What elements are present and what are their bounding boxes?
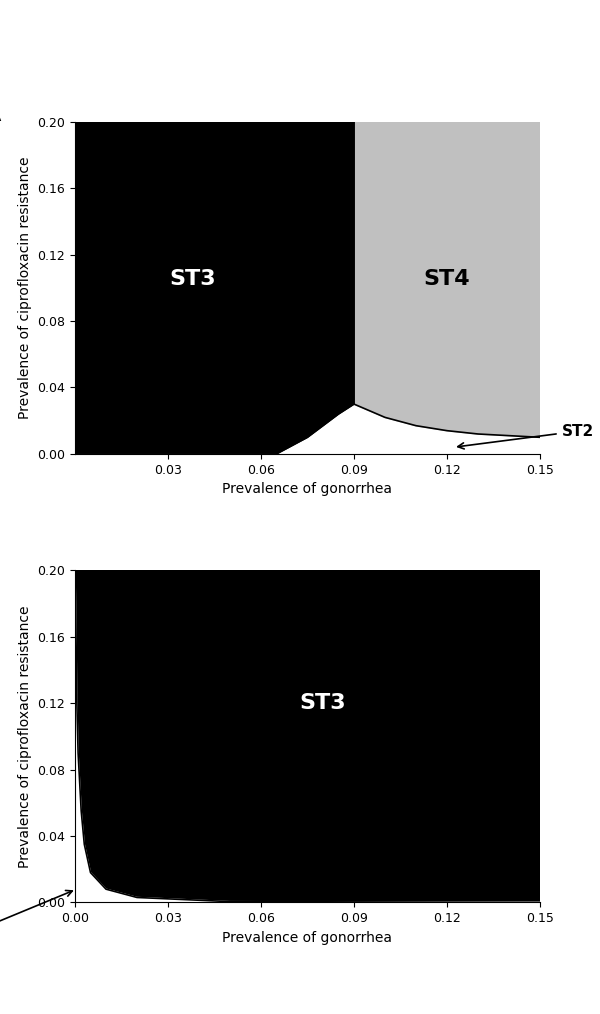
Text: ST3: ST3	[299, 694, 346, 713]
Y-axis label: Prevalence of ciprofloxacin resistance: Prevalence of ciprofloxacin resistance	[18, 605, 32, 868]
Text: ST4: ST4	[424, 270, 470, 290]
Polygon shape	[354, 122, 540, 437]
Y-axis label: Prevalence of ciprofloxacin resistance: Prevalence of ciprofloxacin resistance	[18, 156, 32, 419]
Text: ST2: ST2	[458, 424, 594, 449]
Text: A: A	[0, 101, 1, 126]
Text: ST1: ST1	[0, 890, 72, 942]
Text: B: B	[0, 551, 1, 574]
X-axis label: Prevalence of gonorrhea: Prevalence of gonorrhea	[223, 931, 392, 945]
Polygon shape	[75, 570, 540, 902]
X-axis label: Prevalence of gonorrhea: Prevalence of gonorrhea	[223, 483, 392, 496]
Text: ST3: ST3	[169, 270, 216, 290]
Polygon shape	[75, 122, 354, 454]
